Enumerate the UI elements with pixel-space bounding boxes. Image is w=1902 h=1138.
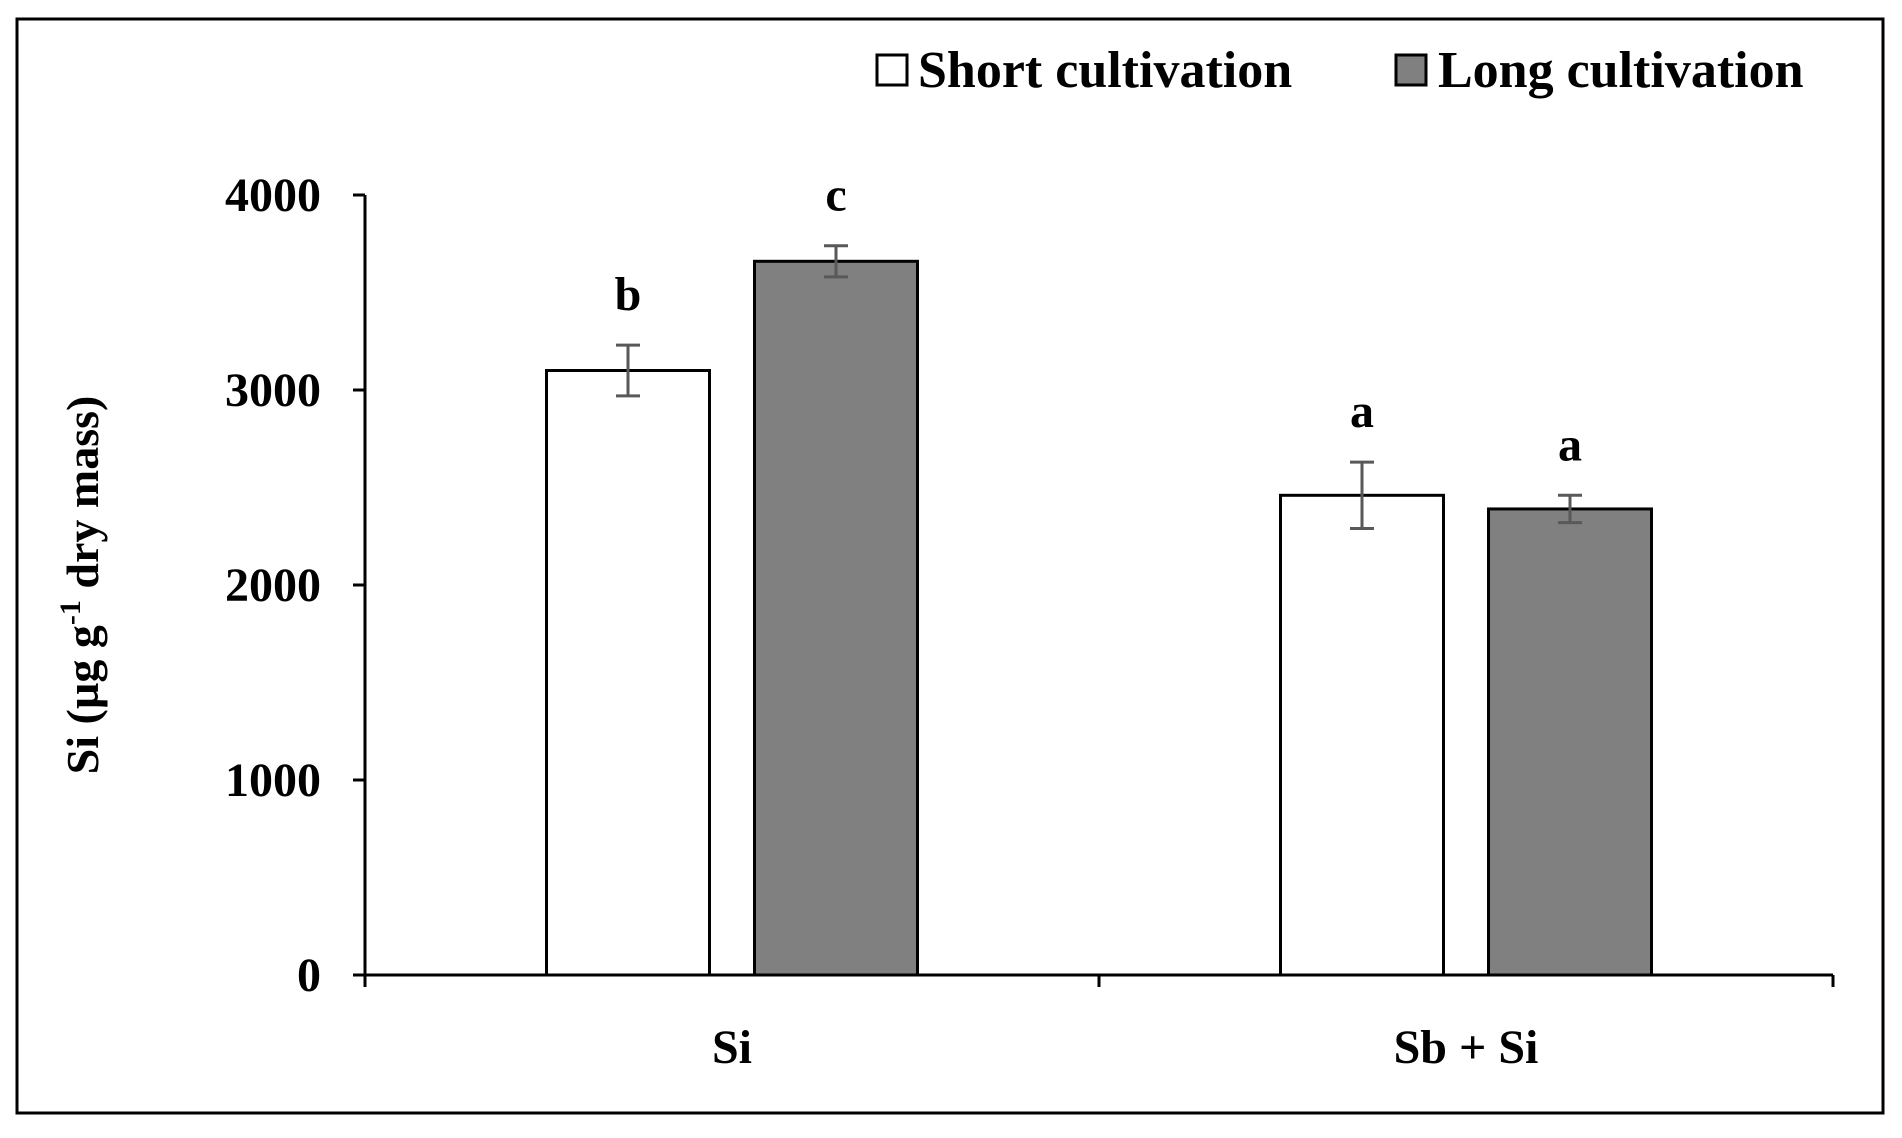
legend-label-long: Long cultivation — [1438, 42, 1804, 99]
y-axis-title-superscript: -1 — [54, 600, 87, 625]
significance-letter: a — [1558, 418, 1582, 471]
legend: Short cultivation Long cultivation — [875, 42, 1804, 99]
legend-swatch-short — [875, 53, 909, 87]
y-tick-label: 0 — [297, 949, 321, 1002]
bar-long-1 — [1487, 507, 1653, 977]
y-axis-title: Si (µg g-1 dry mass) — [54, 396, 108, 775]
y-tick-label: 3000 — [225, 364, 321, 417]
bar-short-1 — [1279, 493, 1445, 977]
y-tick-label: 4000 — [225, 169, 321, 222]
bar-short-0 — [545, 369, 711, 977]
significance-letter: b — [615, 268, 642, 321]
y-tick-label: 2000 — [225, 559, 321, 612]
legend-label-short: Short cultivation — [918, 42, 1292, 99]
y-tick-label: 1000 — [225, 754, 321, 807]
y-axis-title-rest: dry mass) — [57, 396, 108, 600]
bar-long-0 — [753, 259, 919, 977]
x-category-label: Sb + Si — [1394, 1021, 1539, 1074]
plot-area: 0 1000 2000 3000 4000 b c Si a a Sb + Si Si (µg g-1… — [54, 169, 1835, 1074]
x-category-label: Si — [712, 1021, 752, 1074]
legend-swatch-long — [1394, 53, 1428, 87]
significance-letter: c — [825, 169, 846, 222]
significance-letter: a — [1350, 385, 1374, 438]
y-axis-title-main: Si (µg g — [57, 625, 108, 774]
